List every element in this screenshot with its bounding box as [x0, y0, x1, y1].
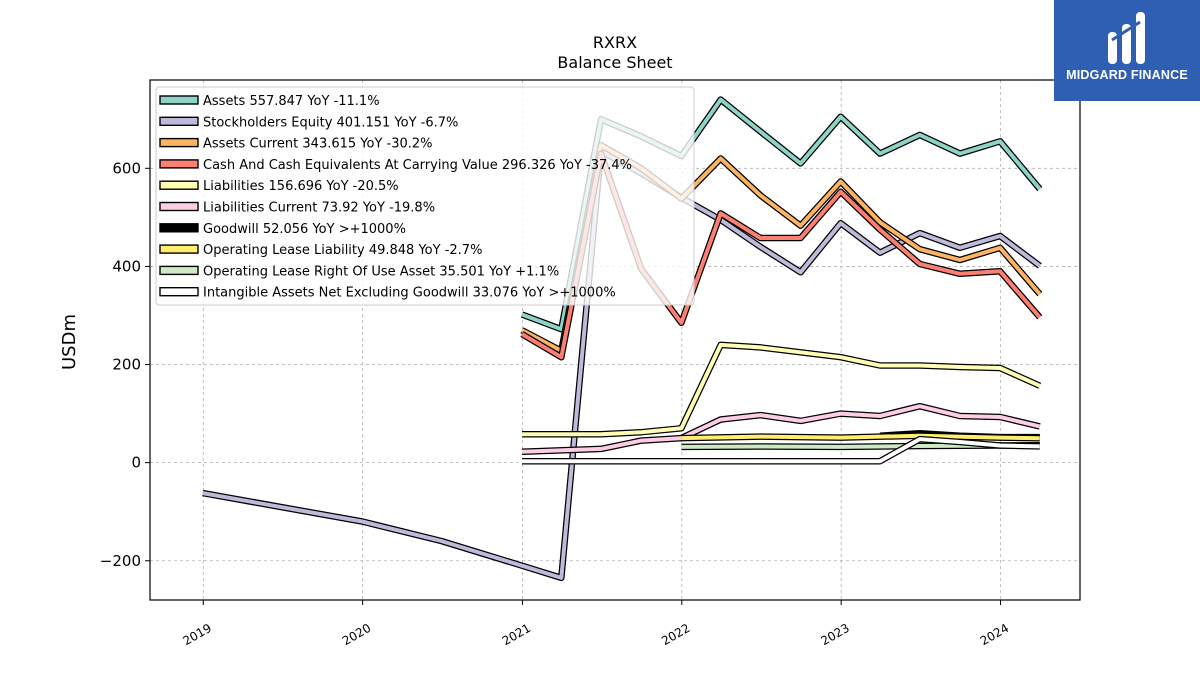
- y-axis-ticks: −200 0 200 400 600: [100, 159, 150, 570]
- legend-swatch: [159, 116, 199, 127]
- legend-swatch: [159, 265, 199, 276]
- legend-box: [155, 86, 695, 306]
- legend-swatch: [159, 244, 199, 254]
- chart-subtitle: Balance Sheet: [557, 53, 672, 72]
- plot-frame: [149, 79, 1081, 601]
- y-tick-label: 600: [112, 159, 141, 177]
- y-tick-label: 400: [112, 257, 141, 275]
- y-axis-label: USDm: [59, 314, 80, 370]
- legend-entry: Assets Current 343.615 YoY -30.2%: [203, 137, 433, 152]
- legend-entry: Assets 557.847 YoY -11.1%: [203, 94, 380, 109]
- legend-swatch: [159, 95, 199, 105]
- legend-swatch: [159, 159, 199, 169]
- x-tick-label: 2019: [181, 621, 214, 648]
- legend: Assets 557.847 YoY -11.1% Stockholders Eq…: [155, 86, 695, 306]
- series-line: [681, 433, 1040, 441]
- legend-swatch: [159, 201, 199, 212]
- brand-name: MIDGARD FINANCE: [1066, 68, 1188, 82]
- legend-entry: Liabilities 156.696 YoY -20.5%: [203, 179, 399, 194]
- brand-logo-box: MIDGARD FINANCE: [1054, 0, 1200, 101]
- legend-entry: Stockholders Equity 401.151 YoY -6.7%: [203, 115, 458, 130]
- legend-swatch: [159, 287, 199, 297]
- legend-entry: Cash And Cash Equivalents At Carrying Va…: [203, 158, 632, 173]
- x-tick-label: 2022: [659, 621, 692, 648]
- y-tick-label: 0: [131, 454, 141, 472]
- y-tick-label: −200: [100, 552, 141, 570]
- series-line: [522, 437, 1040, 464]
- x-tick-label: 2023: [818, 621, 851, 648]
- legend-swatch: [159, 137, 199, 148]
- x-axis-ticks: 2019 2020 2021 2022 2023 2024: [181, 600, 1011, 648]
- x-tick-label: 2024: [978, 621, 1011, 648]
- legend-entry: Liabilities Current 73.92 YoY -19.8%: [203, 201, 435, 216]
- y-tick-label: 200: [112, 356, 141, 374]
- legend-entry: Operating Lease Right Of Use Asset 35.50…: [203, 264, 559, 279]
- brand-mark-icon: [1108, 12, 1145, 64]
- legend-swatch: [159, 180, 199, 190]
- series-line: [521, 404, 1041, 454]
- series-line: [522, 342, 1041, 437]
- x-tick-label: 2021: [500, 621, 533, 648]
- legend-entry: Operating Lease Liability 49.848 YoY -2.…: [203, 243, 482, 258]
- legend-entry: Goodwill 52.056 YoY >+1000%: [203, 222, 406, 237]
- chart-title: RXRX: [593, 33, 637, 52]
- legend-entry: Intangible Assets Net Excluding Goodwill…: [203, 286, 616, 301]
- x-tick-label: 2020: [340, 621, 373, 648]
- legend-swatch: [159, 223, 199, 233]
